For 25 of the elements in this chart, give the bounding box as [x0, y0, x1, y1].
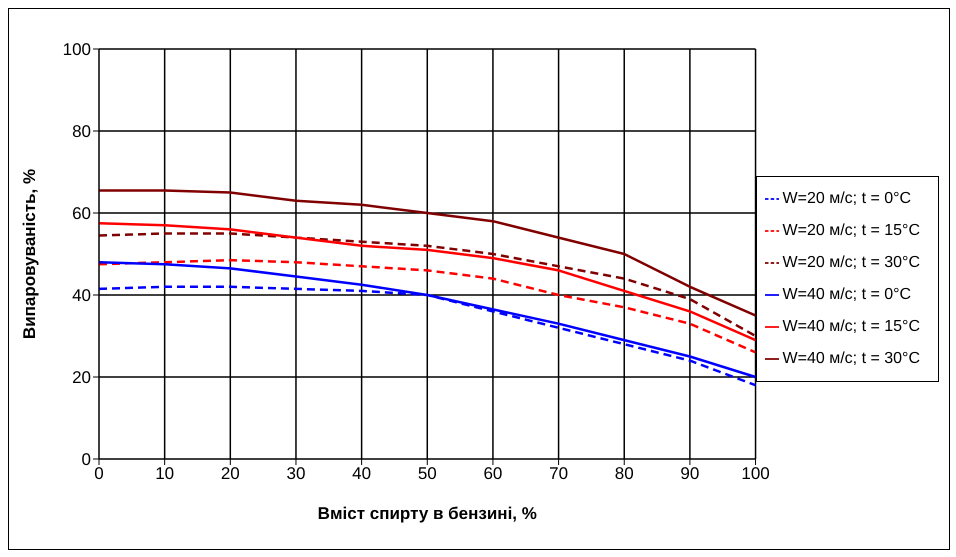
legend-label: W=20 м/с; t = 15°C [782, 222, 920, 239]
legend-label: W=40 м/с; t = 15°C [782, 318, 920, 335]
x-tick-label: 20 [220, 464, 240, 484]
y-tick-label: 20 [72, 368, 91, 388]
x-tick-label: 0 [94, 464, 104, 484]
legend-label: W=40 м/с; t = 0°C [782, 286, 912, 303]
y-tick-label: 80 [72, 122, 91, 142]
x-tick-label: 50 [418, 464, 437, 484]
x-tick-label: 90 [680, 464, 700, 484]
x-tick-label: 30 [286, 464, 306, 484]
y-tick-label: 60 [72, 204, 91, 224]
y-tick-label: 100 [62, 40, 91, 60]
y-tick-label: 40 [72, 286, 91, 306]
x-tick-label: 40 [352, 464, 372, 484]
legend-label: W=40 м/с; t = 30°C [782, 350, 920, 367]
x-tick-label: 80 [614, 464, 634, 484]
legend-label: W=20 м/с; t = 30°C [782, 254, 920, 271]
x-tick-label: 60 [483, 464, 502, 484]
y-tick-label: 0 [82, 450, 91, 470]
x-tick-label: 10 [155, 464, 174, 484]
x-axis-title: Вміст спирту в бензині, % [318, 504, 537, 523]
legend-label: W=20 м/с; t = 0°C [782, 190, 912, 207]
x-tick-label: 70 [549, 464, 568, 484]
x-tick-label: 100 [741, 464, 770, 484]
y-axis-title: Випаровуваність, % [20, 168, 40, 340]
